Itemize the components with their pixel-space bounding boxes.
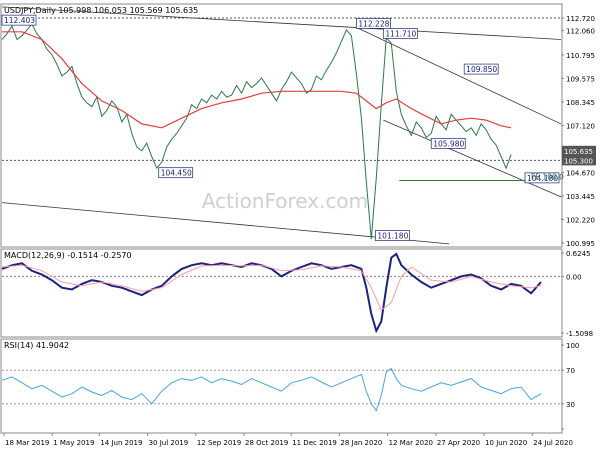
price-annotation-label: 104.450: [161, 169, 192, 178]
x-tick-label: 27 Apr 2020: [437, 439, 480, 447]
rsi-panel-frame: [0, 338, 563, 434]
watermark: ActionForex.com: [202, 189, 368, 213]
price-annotation-box: [382, 28, 418, 39]
price-y-tick-label: 100.995: [566, 240, 595, 248]
price-series-line: [1, 23, 512, 240]
price-annotation-label: 112.228: [358, 19, 389, 28]
price-y-tick-label: 109.575: [566, 75, 595, 83]
trend-line: [1, 202, 450, 245]
rsi-panel-title: RSI(14) 41.9042: [4, 341, 69, 350]
price-annotation-label: 112.403: [4, 16, 35, 25]
macd-panel-frame: [0, 248, 563, 338]
moving-average-line: [2, 31, 512, 129]
macd-signal-line: [1, 264, 542, 311]
price-annotation-label: 111.710: [385, 29, 416, 38]
price-annotation-label: 105.980: [433, 139, 464, 148]
x-tick-label: 18 Mar 2019: [5, 439, 49, 447]
x-axis: 18 Mar 2019 1 May 2019 14 Jun 2019 30 Jul 2…: [3, 433, 573, 447]
macd-panel: 0.6245 0.00 -1.5098: [1, 250, 593, 338]
price-annotation-box: [463, 63, 499, 75]
macd-y-tick-label: 0.6245: [566, 250, 591, 258]
price-y-tick-label: 108.345: [566, 99, 595, 107]
x-tick-label: 28 Oct 2019: [245, 439, 288, 447]
rsi-y-tick-label: 70: [566, 367, 575, 375]
last-price-tag: [562, 155, 596, 166]
trend-line: [1, 6, 562, 40]
price-annotation-label: 104.180: [527, 174, 558, 183]
macd-line: [1, 252, 542, 334]
rsi-panel: 100 70 30: [1, 342, 579, 430]
price-y-tick-label: 104.670: [566, 169, 595, 177]
rsi-y-tick-label: 100: [566, 342, 579, 350]
price-y-tick-label: 112.060: [566, 28, 595, 36]
rsi-y-tick-label: 30: [566, 401, 575, 409]
x-tick-label: 24 Jul 2020: [533, 439, 573, 447]
trend-line: [356, 27, 562, 125]
price-annotation-box: [158, 167, 194, 179]
price-annotation-label: 101.180: [377, 231, 408, 240]
x-tick-label: 12 Mar 2020: [389, 439, 433, 447]
price-panel: 112.720 112.060 110.795 109.575 108.345 107.1…: [1, 6, 596, 248]
x-tick-label: 28 Jan 2020: [340, 439, 382, 447]
price-y-tick-label: 102.220: [566, 216, 595, 224]
x-tick-label: 11 Dec 2019: [292, 439, 337, 447]
x-tick-label: 1 May 2019: [53, 439, 94, 447]
price-annotation-box: [374, 230, 410, 241]
x-tick-label: 14 Jun 2019: [100, 439, 142, 447]
trend-line: [383, 119, 562, 198]
price-annotation-box: [430, 137, 466, 149]
price-annotation-box: [1, 14, 37, 26]
price-panel-title: USDJPY,Daily 105.998 106.053 105.569 105…: [4, 6, 198, 15]
last-price-tag-label: 105.635: [564, 148, 593, 156]
price-annotation-label: 109.850: [466, 65, 497, 74]
price-annotation-box: [356, 18, 391, 29]
price-y-tick-label: 112.720: [566, 15, 595, 23]
price-y-tick-label: 103.445: [566, 193, 595, 201]
price-annotation-box: [524, 172, 560, 184]
last-price-tag-label: 105.300: [564, 157, 593, 165]
price-y-tick-label: 107.120: [566, 122, 595, 130]
macd-panel-title: MACD(12,26,9) -0.1514 -0.2570: [4, 251, 132, 260]
macd-y-tick-label: 0.00: [566, 273, 582, 281]
rsi-line: [1, 367, 542, 412]
price-y-tick-label: 110.795: [566, 52, 595, 60]
x-tick-label: 30 Jul 2019: [149, 439, 189, 447]
x-tick-label: 12 Sep 2019: [197, 439, 241, 447]
last-price-tag: [562, 145, 596, 156]
x-tick-label: 10 Jun 2020: [485, 439, 527, 447]
price-annotation-label: FE 100.0: [531, 173, 564, 182]
macd-y-tick-label: -1.5098: [566, 330, 593, 338]
